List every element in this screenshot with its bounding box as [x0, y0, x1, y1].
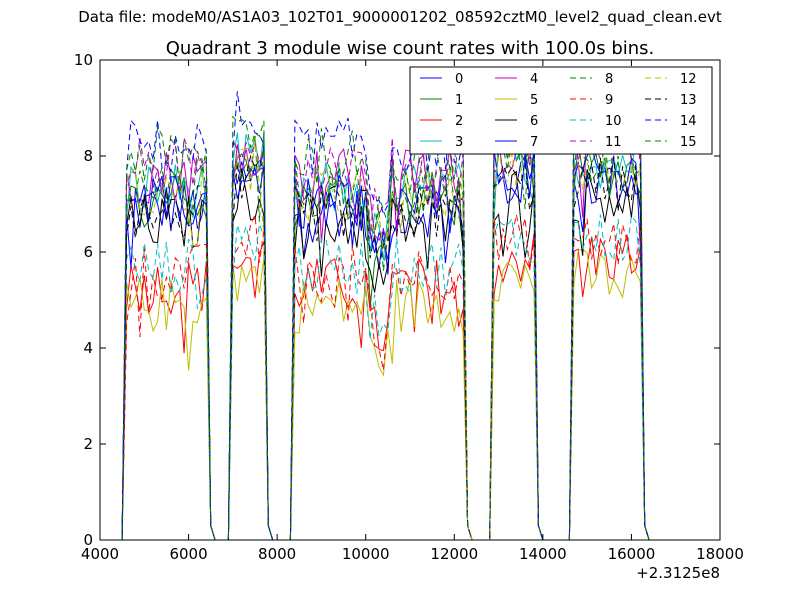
x-tick-label: 12000	[430, 545, 478, 563]
y-tick-label: 8	[83, 147, 93, 165]
legend-label-5: 5	[530, 93, 538, 108]
x-tick-label: 10000	[342, 545, 390, 563]
y-tick-label: 6	[83, 243, 93, 261]
y-tick-label: 4	[83, 339, 93, 357]
x-tick-label: 18000	[696, 545, 744, 563]
series-line-15	[121, 99, 650, 541]
y-tick-label: 10	[74, 51, 93, 69]
legend-label-12: 12	[680, 72, 697, 87]
legend-label-14: 14	[680, 114, 697, 129]
series-layer	[121, 89, 650, 541]
x-tick-label: 16000	[608, 545, 656, 563]
series-line-12	[121, 137, 650, 541]
legend-label-10: 10	[605, 114, 622, 129]
legend-label-1: 1	[455, 93, 463, 108]
legend-label-0: 0	[455, 72, 463, 87]
legend-label-2: 2	[455, 114, 463, 129]
legend-label-3: 3	[455, 135, 463, 150]
x-tick-label: 6000	[169, 545, 207, 563]
x-tick-label: 4000	[81, 545, 119, 563]
x-tick-label: 14000	[519, 545, 567, 563]
legend-label-8: 8	[605, 72, 613, 87]
legend-label-4: 4	[530, 72, 538, 87]
series-line-10	[121, 214, 650, 541]
figure-supertitle: Data file: modeM0/AS1A03_102T01_90000012…	[78, 8, 722, 26]
legend-label-11: 11	[605, 135, 622, 150]
plot-frame	[99, 59, 721, 541]
y-tick-label: 2	[83, 435, 93, 453]
legend-box	[409, 66, 713, 155]
axis-ticks: 4000 6000 8000 10000 12000 14000 16000 18000 0 2 4…	[74, 51, 744, 563]
legend-label-13: 13	[680, 93, 697, 108]
legend-label-7: 7	[530, 135, 538, 150]
x-tick-label: 8000	[258, 545, 296, 563]
legend-label-6: 6	[530, 114, 538, 129]
legend-label-15: 15	[680, 135, 697, 150]
x-axis-offset-label: +2.3125e8	[636, 564, 720, 582]
y-tick-label: 0	[83, 531, 93, 549]
chart-title: Quadrant 3 module wise count rates with …	[166, 38, 655, 59]
legend-label-9: 9	[605, 93, 613, 108]
series-line-8	[121, 129, 650, 541]
